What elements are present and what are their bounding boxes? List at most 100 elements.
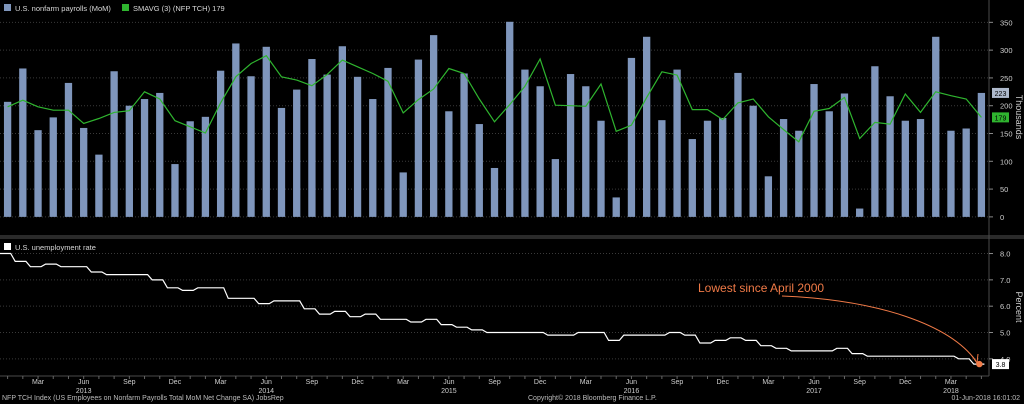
payrolls-bar	[80, 127, 88, 217]
x-month-label: Jun	[808, 379, 819, 386]
top-tick-label: 50	[1000, 185, 1008, 194]
x-month-label: Jun	[626, 379, 637, 386]
payrolls-bar	[764, 176, 773, 217]
x-month-label: Dec	[717, 379, 730, 386]
x-month-label: Sep	[671, 379, 684, 386]
payrolls-legend-label: U.S. nonfarm payrolls (MoM)	[15, 4, 111, 13]
payrolls-bar	[734, 72, 742, 217]
bottom-axis-title: Percent	[1014, 291, 1024, 323]
x-month-label: Dec	[169, 379, 182, 386]
payrolls-bar	[703, 120, 712, 217]
payrolls-bar	[643, 36, 651, 217]
payrolls-bar	[277, 107, 286, 217]
payrolls-bar	[566, 74, 575, 217]
top-tick-label: 100	[1000, 157, 1013, 166]
bottom-tick-label: 8.0	[1000, 250, 1010, 259]
x-month-label: Mar	[32, 379, 45, 386]
bottom-tick-label: 5.0	[1000, 329, 1010, 338]
payrolls-bar	[810, 84, 818, 217]
payrolls-bar	[34, 130, 42, 217]
payrolls-bar	[201, 116, 210, 217]
unemployment-line	[0, 252, 985, 365]
x-month-label: Jun	[78, 379, 89, 386]
payrolls-bars	[3, 21, 986, 217]
x-month-label: Sep	[853, 379, 866, 386]
payrolls-bar	[597, 120, 605, 217]
payrolls-bar	[779, 119, 788, 217]
payrolls-bar	[19, 68, 27, 217]
payrolls-bar	[308, 59, 316, 217]
payrolls-bar	[171, 164, 179, 217]
payrolls-bar	[293, 89, 301, 217]
payrolls-last-value-box	[992, 87, 1009, 98]
payrolls-bar	[536, 86, 544, 217]
payrolls-bar	[64, 82, 73, 217]
x-month-label: Dec	[534, 379, 547, 386]
top-tick-label: 0	[1000, 213, 1004, 222]
payrolls-bar	[688, 139, 696, 217]
top-legend: U.S. nonfarm payrolls (MoM) SMAVG (3) (N…	[4, 4, 225, 13]
payrolls-bar	[323, 74, 331, 217]
payrolls-bar	[186, 121, 194, 217]
x-month-label: Mar	[397, 379, 410, 386]
payrolls-bar	[475, 124, 483, 217]
bottom-tick-label: 7.0	[1000, 276, 1010, 285]
payrolls-bar	[901, 120, 909, 217]
payrolls-bar	[49, 117, 57, 217]
top-tick-label: 150	[1000, 130, 1013, 139]
top-axis-title: Thousands	[1014, 95, 1024, 140]
payrolls-bar	[216, 70, 225, 217]
payrolls-bar	[140, 99, 149, 217]
panel-divider[interactable]	[0, 235, 1024, 239]
payrolls-bar	[384, 67, 392, 217]
payrolls-bar	[582, 86, 590, 217]
payrolls-last-value: 223	[995, 91, 1007, 98]
smavg-last-value: 179	[995, 115, 1007, 122]
payrolls-bar	[110, 71, 118, 217]
footer-source: NFP TCH Index (US Employees on Nonfarm P…	[2, 395, 284, 402]
x-year-label: 2016	[624, 388, 640, 395]
smavg-legend-label: SMAVG (3) (NFP TCH) 179	[133, 4, 225, 13]
payrolls-bar	[125, 105, 133, 217]
payrolls-bar	[825, 111, 833, 217]
x-year-label: 2018	[943, 388, 959, 395]
rate-legend-swatch	[4, 243, 11, 250]
payrolls-bar	[612, 197, 620, 217]
lowest-annotation: Lowest since April 2000	[698, 281, 979, 365]
payrolls-bar	[673, 69, 681, 217]
x-month-label: Mar	[762, 379, 775, 386]
x-year-label: 2017	[806, 388, 822, 395]
payrolls-bar	[962, 128, 970, 217]
x-month-label: Sep	[123, 379, 136, 386]
payrolls-bar	[947, 130, 955, 217]
payrolls-bar	[460, 73, 468, 217]
payrolls-bar	[262, 46, 270, 217]
rate-legend-label: U.S. unemployment rate	[15, 243, 96, 252]
x-year-label: 2015	[441, 388, 457, 395]
payrolls-bar	[414, 59, 423, 217]
x-month-label: Mar	[580, 379, 593, 386]
payrolls-bar	[490, 167, 499, 217]
payrolls-bar	[795, 130, 803, 217]
bottom-legend: U.S. unemployment rate	[4, 243, 96, 252]
payrolls-bar	[627, 57, 636, 217]
top-tick-label: 350	[1000, 18, 1013, 27]
unemployment-last-value-box	[992, 359, 1009, 370]
payrolls-bar	[840, 93, 849, 217]
payrolls-bar	[156, 92, 164, 217]
unemployment-last-marker	[976, 360, 983, 368]
smavg-line	[7, 54, 982, 143]
x-month-label: Mar	[945, 379, 958, 386]
x-month-label: Sep	[306, 379, 319, 386]
payrolls-bar	[506, 21, 514, 217]
payrolls-bar	[353, 76, 362, 217]
payrolls-legend-swatch	[4, 4, 11, 11]
bottom-tick-label: 6.0	[1000, 302, 1010, 311]
x-month-label: Jun	[443, 379, 454, 386]
payrolls-bar	[521, 69, 529, 217]
x-month-label: Jun	[261, 379, 272, 386]
x-month-label: Sep	[488, 379, 501, 386]
annotation-arrowhead	[971, 353, 979, 365]
top-tick-label: 200	[1000, 102, 1013, 111]
